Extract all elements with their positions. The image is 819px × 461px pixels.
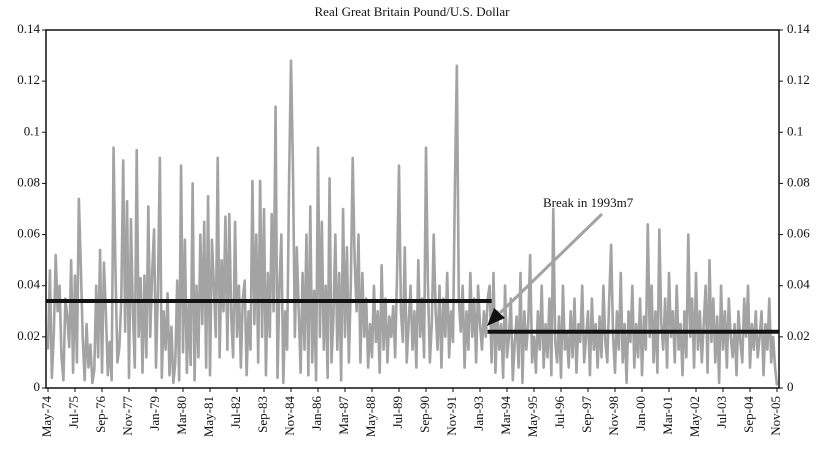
y-tick-label: 0.04 [17,277,40,292]
x-tick-label: Sep-04 [741,396,756,433]
x-tick-label: May-74 [39,396,54,438]
x-tick-label: Mar-94 [498,396,513,435]
x-tick-label: Sep-83 [255,396,270,433]
x-tick-label: Jan-00 [633,396,648,431]
x-tick-label: Jul-03 [714,396,729,429]
y2-tick-label: 0.06 [787,226,810,241]
x-tick-label: Sep-76 [93,396,108,433]
data-line [46,59,779,386]
y2-tick-label: 0 [787,379,794,394]
y-tick-label: 0.12 [17,72,40,87]
x-tick-label: Nov-98 [606,396,621,436]
x-tick-label: Mar-01 [660,396,675,435]
x-tick-label: May-02 [687,396,702,437]
y-tick-label: 0.06 [17,226,40,241]
x-tick-label: Jan-86 [309,396,324,431]
plot-area [46,59,779,386]
y2-tick-label: 0.1 [787,123,803,138]
y-tick-label: 0.08 [17,174,40,189]
x-tick-label: Jul-96 [552,396,567,429]
y2-tick-label: 0.08 [787,174,810,189]
x-tick-label: Mar-87 [336,396,351,435]
y2-tick-label: 0.04 [787,277,810,292]
x-tick-label: Jan-79 [147,396,162,431]
x-tick-label: May-95 [525,396,540,437]
plot-frame [45,29,780,389]
annotation: Break in 1993m7 [543,195,634,210]
y-tick-label: 0.1 [24,123,40,138]
y2-tick-label: 0.14 [787,21,810,36]
y2-tick-label: 0.02 [787,328,810,343]
x-tick-label: Sep-97 [579,396,594,433]
chart-title: Real Great Britain Pound/U.S. Dollar [315,4,511,19]
y-tick-label: 0.02 [17,328,40,343]
y-tick-label: 0 [34,379,41,394]
x-tick-label: Nov-84 [282,396,297,436]
x-tick-label: May-81 [201,396,216,437]
x-tick-label: Nov-05 [768,396,783,436]
x-tick-label: Nov-91 [444,396,459,436]
x-tick-label: Jul-89 [390,396,405,429]
annotation-arrow [498,212,604,315]
x-tick-label: Jul-82 [228,396,243,429]
x-tick-label: Mar-80 [174,396,189,435]
x-tick-label: Jan-93 [471,396,486,431]
y2-tick-label: 0.12 [787,72,810,87]
x-tick-label: May-88 [363,396,378,437]
arrow-head [487,308,505,326]
x-tick-label: Jul-75 [66,396,81,429]
x-tick-label: Sep-90 [417,396,432,433]
x-tick-label: Nov-77 [120,396,135,436]
y-tick-label: 0.14 [17,21,40,36]
